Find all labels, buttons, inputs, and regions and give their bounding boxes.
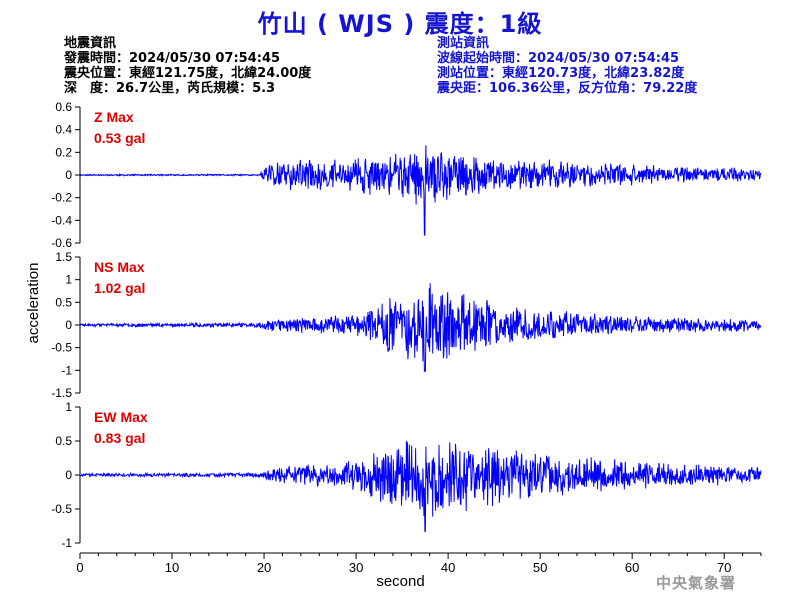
distance-azimuth: 震央距：106.36公里，反方位角：79.22度 [437, 81, 698, 96]
station-location: 測站位置：東經120.73度，北緯23.82度 [437, 66, 685, 81]
x-axis-title: second [376, 573, 424, 590]
y-tick-label: 0.2 [55, 145, 72, 159]
y-tick-label: 1.5 [55, 250, 72, 264]
y-tick-label: 0.5 [55, 295, 72, 309]
y-tick-label: 0 [65, 468, 72, 482]
station-info-heading: 測站資訊 [437, 36, 490, 51]
waveform-ns [79, 283, 762, 372]
x-tick-label: 40 [441, 560, 455, 575]
page-title: 竹山 ( WJS ) 震度：1級 [257, 10, 543, 38]
quake-info-heading: 地震資訊 [64, 36, 117, 51]
max-value-ew: 0.83 gal [94, 430, 145, 446]
y-tick-label: -0.5 [51, 341, 72, 355]
y-tick-label: 0 [65, 318, 72, 332]
y-tick-label: -1 [61, 536, 72, 550]
max-label-ns: NS Max [94, 259, 145, 275]
max-value-z: 0.53 gal [94, 130, 145, 146]
y-tick-label: -0.2 [51, 191, 72, 205]
x-tick-label: 10 [165, 560, 179, 575]
x-tick-label: 20 [257, 560, 271, 575]
x-tick-label: 70 [717, 560, 731, 575]
station-info-block: 測站資訊 波線起始時間：2024/05/30 07:54:45 測站位置：東經1… [437, 36, 697, 96]
y-tick-label: 0.5 [55, 434, 72, 448]
y-tick-label: 0.6 [55, 100, 72, 114]
y-tick-label: 0 [65, 168, 72, 182]
wave-start-time: 波線起始時間：2024/05/30 07:54:45 [437, 51, 680, 66]
y-axis-title: acceleration [25, 263, 42, 344]
agency-watermark: 中央氣象署 [656, 574, 737, 592]
x-tick-label: 50 [533, 560, 547, 575]
y-tick-label: -0.5 [51, 502, 72, 516]
quake-info-block: 地震資訊 發震時間：2024/05/30 07:54:45 震央位置：東經121… [64, 36, 311, 96]
y-tick-label: 1 [65, 400, 72, 414]
max-label-ew: EW Max [94, 409, 148, 425]
max-value-ns: 1.02 gal [94, 280, 145, 296]
y-tick-label: 0.4 [55, 123, 72, 137]
y-tick-label: 1 [65, 273, 72, 287]
y-tick-label: -0.6 [51, 236, 72, 250]
depth-magnitude: 深 度：26.7公里，芮氏規模：5.3 [64, 81, 276, 96]
y-tick-label: -1.5 [51, 386, 72, 400]
waveform-z [79, 145, 762, 236]
epicenter-location: 震央位置：東經121.75度，北緯24.00度 [64, 66, 312, 81]
x-tick-label: 0 [76, 560, 83, 575]
x-tick-label: 60 [625, 560, 639, 575]
origin-time: 發震時間：2024/05/30 07:54:45 [64, 51, 281, 66]
waveform-ew [79, 440, 762, 532]
x-tick-label: 30 [349, 560, 363, 575]
y-tick-label: -1 [61, 363, 72, 377]
y-tick-label: -0.4 [51, 213, 72, 227]
max-label-z: Z Max [94, 109, 134, 125]
